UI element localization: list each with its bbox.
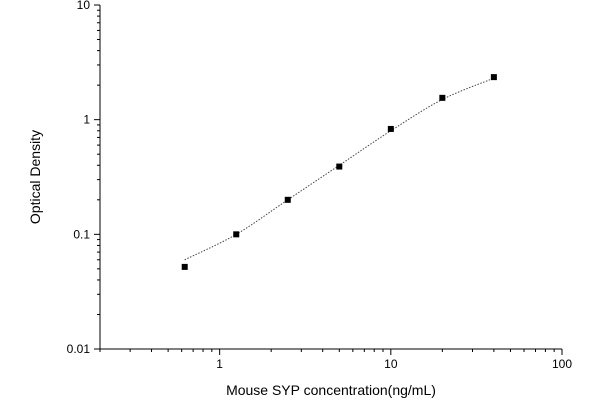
x-ticks: 1 10 100 [99,349,572,371]
y-tick-label: 0.01 [67,342,91,356]
data-point [233,231,240,238]
data-points [181,74,497,270]
data-point [181,263,188,270]
x-axis-title: Mouse SYP concentration(ng/mL) [226,382,436,398]
axes [99,5,562,350]
data-point [336,163,343,170]
x-tick-label: 100 [552,357,572,371]
data-point [439,94,446,101]
y-tick-label: 1 [83,113,90,127]
y-ticks: 0.01 0.1 1 10 [67,0,100,356]
data-point [490,74,497,81]
y-axis-title: Optical Density [27,130,43,224]
y-tick-label: 0.1 [73,227,90,241]
data-point [387,125,394,132]
y-tick-label: 10 [77,0,91,12]
x-tick-label: 10 [384,357,398,371]
data-point [284,196,291,203]
x-tick-label: 1 [216,357,223,371]
